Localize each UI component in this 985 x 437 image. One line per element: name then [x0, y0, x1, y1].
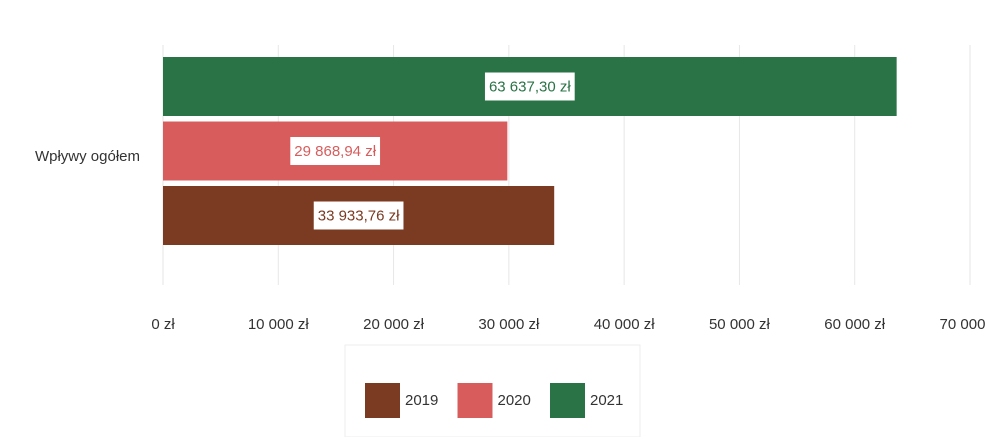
x-tick-label: 30 000 zł — [478, 316, 540, 333]
x-tick-label: 0 zł — [151, 316, 175, 333]
value-label: 63 637,30 zł — [489, 78, 571, 95]
x-tick-label: 70 000 zł — [940, 316, 985, 333]
value-label-bg — [484, 72, 575, 101]
legend-swatch — [365, 383, 400, 418]
x-tick-label: 50 000 zł — [709, 316, 771, 333]
value-label-bg — [290, 137, 381, 165]
x-tick-label: 60 000 zł — [824, 316, 886, 333]
value-label-bg — [313, 201, 404, 230]
legend-box — [344, 344, 641, 437]
category-label: Wpływy ogółem — [35, 148, 140, 165]
x-tick-label: 10 000 zł — [248, 316, 310, 333]
legend-swatch — [457, 383, 493, 418]
value-label: 33 933,76 zł — [318, 207, 400, 224]
legend-label: 2019 — [405, 392, 438, 409]
x-tick-label: 40 000 zł — [594, 316, 656, 333]
x-tick-label: 20 000 zł — [363, 316, 425, 333]
legend-label: 2020 — [498, 392, 531, 409]
legend-label: 2021 — [590, 392, 623, 409]
legend-swatch — [550, 383, 585, 418]
value-label: 29 868,94 zł — [294, 143, 376, 160]
